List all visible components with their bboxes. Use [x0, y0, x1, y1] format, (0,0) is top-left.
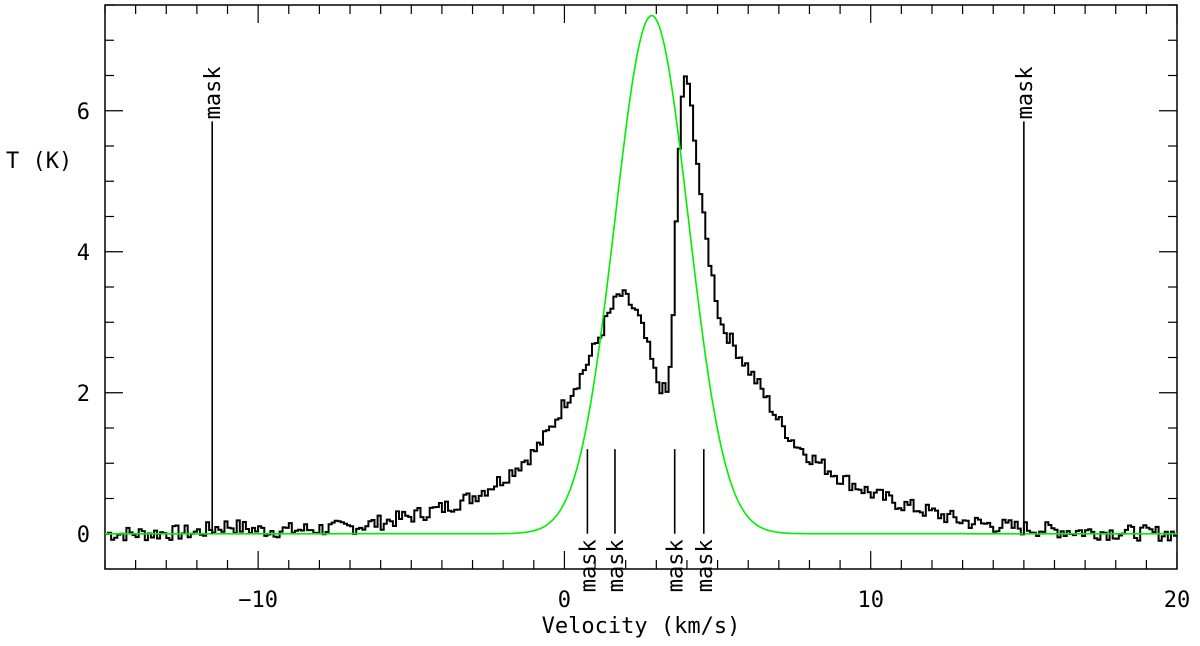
y-tick-label: 6: [77, 100, 90, 125]
y-tick-label: 4: [77, 241, 90, 266]
mask-label: mask: [576, 539, 601, 592]
y-tick-label: 2: [77, 382, 90, 407]
axis-tick-labels: −10 0 10 20 0 2 4 6: [77, 100, 1191, 613]
y-axis-label: T (K): [6, 149, 72, 174]
x-tick-label: 20: [1164, 588, 1191, 613]
mask-label: mask: [1013, 66, 1038, 119]
x-axis-label: Velocity (km/s): [542, 614, 741, 639]
spectrum-histogram: [105, 75, 1177, 542]
mask-label: mask: [664, 539, 689, 592]
x-tick-label: −10: [238, 588, 278, 613]
gaussian-fit-line: [105, 14, 1177, 535]
mask-label: mask: [693, 539, 718, 592]
x-tick-label: 10: [857, 588, 884, 613]
x-tick-label: 0: [558, 588, 571, 613]
mask-label: mask: [201, 66, 226, 119]
chart-marks: [105, 14, 1177, 542]
mask-label: mask: [604, 539, 629, 592]
y-tick-label: 0: [77, 523, 90, 548]
